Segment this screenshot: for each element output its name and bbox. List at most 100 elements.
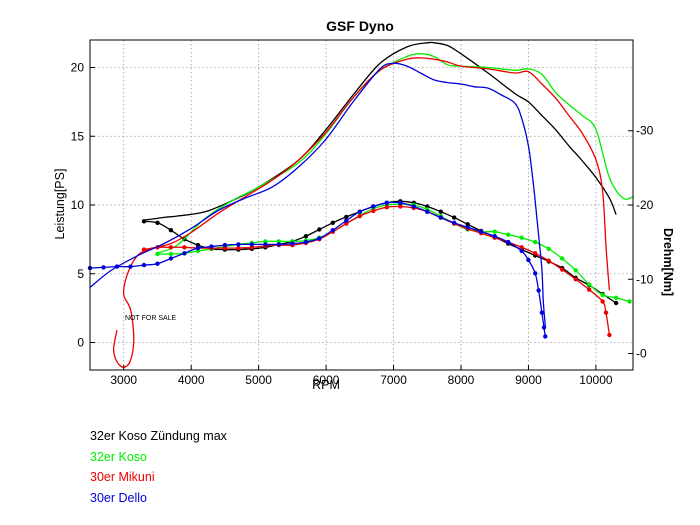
y2-tick-label: -30 xyxy=(636,124,654,138)
torque-point-2 xyxy=(573,277,578,282)
x-tick-label: 8000 xyxy=(448,373,475,387)
torque-point-2 xyxy=(600,299,605,304)
torque-point-3 xyxy=(384,200,389,205)
y-tick-label: 0 xyxy=(77,336,84,350)
power-line-1 xyxy=(157,53,634,254)
torque-point-3 xyxy=(101,265,106,270)
torque-point-1 xyxy=(506,232,511,237)
torque-point-2 xyxy=(398,204,403,209)
y-tick-label: 10 xyxy=(71,198,85,212)
y-tick-label: 20 xyxy=(71,61,85,75)
torque-point-2 xyxy=(546,258,551,263)
torque-point-3 xyxy=(536,288,541,293)
torque-point-0 xyxy=(168,228,174,233)
torque-point-3 xyxy=(330,228,335,233)
x-tick-label: 7000 xyxy=(380,373,407,387)
y2-tick-label: -20 xyxy=(636,198,654,212)
torque-point-3 xyxy=(479,229,484,234)
x-tick-label: 9000 xyxy=(515,373,542,387)
torque-line-0 xyxy=(143,200,617,304)
watermark-text: NOT FOR SALE xyxy=(125,315,177,322)
torque-point-1 xyxy=(573,268,578,273)
torque-point-0 xyxy=(303,234,309,239)
torque-point-2 xyxy=(533,251,538,256)
torque-point-3 xyxy=(398,200,403,205)
legend-item-dello: 30er Dello xyxy=(90,490,147,505)
torque-point-0 xyxy=(330,220,335,225)
torque-point-3 xyxy=(543,334,548,339)
torque-point-1 xyxy=(560,256,565,261)
torque-point-0 xyxy=(141,219,147,224)
torque-point-3 xyxy=(209,244,214,249)
torque-point-3 xyxy=(141,262,147,268)
torque-point-3 xyxy=(168,256,174,261)
torque-point-3 xyxy=(357,209,362,214)
torque-point-3 xyxy=(276,242,282,247)
legend-item-koso-zundung: 32er Koso Zündung max xyxy=(90,429,227,443)
torque-point-0 xyxy=(344,214,349,220)
torque-point-3 xyxy=(128,264,133,269)
torque-point-2 xyxy=(603,310,609,315)
torque-point-3 xyxy=(452,220,457,225)
axis-ticks: 3000 4000 5000 6000 7000 8000 9000 10000 0 5 10 15 2… xyxy=(71,61,654,388)
torque-point-3 xyxy=(438,215,443,220)
torque-point-3 xyxy=(371,204,376,209)
torque-point-1 xyxy=(168,251,174,257)
torque-point-2 xyxy=(182,245,187,250)
torque-point-3 xyxy=(290,241,295,246)
torque-point-3 xyxy=(263,242,268,247)
torque-point-3 xyxy=(465,225,470,230)
torque-point-1 xyxy=(613,295,619,300)
torque-point-0 xyxy=(438,209,443,214)
y2-axis-label: Drehm[Nm] xyxy=(661,228,675,296)
torque-point-3 xyxy=(155,261,160,266)
torque-point-1 xyxy=(587,282,592,287)
y2-tick-label: -10 xyxy=(636,272,654,286)
torque-line-2 xyxy=(143,205,611,336)
torque-point-2 xyxy=(587,287,592,292)
x-tick-label: 5000 xyxy=(245,373,272,387)
torque-point-3 xyxy=(195,245,201,251)
y2-tick-label: -0 xyxy=(636,347,647,361)
torque-point-3 xyxy=(425,209,430,214)
torque-point-3 xyxy=(236,242,241,247)
torque-point-3 xyxy=(541,325,547,330)
legend: 32er Koso Zündung max 32er Koso 30er Mik… xyxy=(90,426,227,508)
torque-point-3 xyxy=(506,239,511,245)
x-tick-label: 4000 xyxy=(178,373,205,387)
torque-point-0 xyxy=(613,300,619,306)
torque-point-3 xyxy=(533,271,538,276)
torque-point-1 xyxy=(519,235,524,240)
torque-point-2 xyxy=(236,245,241,251)
torque-point-1 xyxy=(627,299,632,304)
torque-point-1 xyxy=(600,292,605,298)
torque-point-3 xyxy=(303,239,309,245)
torque-point-3 xyxy=(114,264,120,269)
torque-point-3 xyxy=(222,242,228,248)
torque-point-1 xyxy=(533,239,538,245)
power-line-3 xyxy=(89,62,546,327)
torque-point-2 xyxy=(371,208,376,214)
torque-point-0 xyxy=(317,227,322,232)
y-axis-label: Leistung[PS] xyxy=(53,169,67,240)
torque-point-0 xyxy=(452,215,457,220)
x-axis-label: RPM xyxy=(312,378,340,392)
x-tick-label: 6000 xyxy=(313,373,340,387)
series-lines xyxy=(87,41,634,368)
torque-point-3 xyxy=(344,218,349,223)
torque-point-3 xyxy=(317,236,322,241)
torque-point-2 xyxy=(141,247,147,252)
torque-point-2 xyxy=(168,245,174,250)
torque-point-2 xyxy=(560,267,565,272)
torque-point-3 xyxy=(411,204,416,209)
x-tick-label: 3000 xyxy=(110,373,137,387)
x-tick-label: 10000 xyxy=(579,373,613,387)
torque-point-3 xyxy=(526,257,531,263)
torque-point-3 xyxy=(519,248,524,254)
torque-point-1 xyxy=(546,246,551,251)
torque-point-3 xyxy=(182,251,187,256)
torque-point-1 xyxy=(155,251,160,257)
torque-point-0 xyxy=(155,220,160,225)
torque-point-3 xyxy=(492,234,497,239)
